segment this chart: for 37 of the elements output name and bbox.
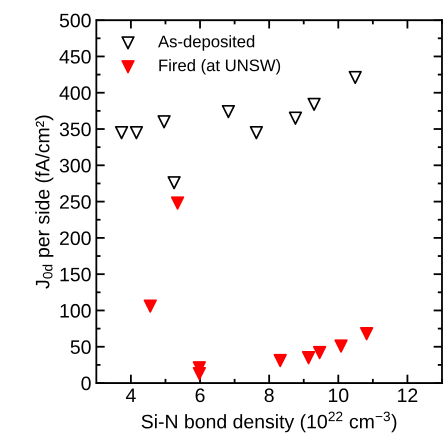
y-tick-label: 500 xyxy=(60,14,91,28)
point xyxy=(360,327,374,340)
x-tick-label: 10 xyxy=(328,388,348,402)
point xyxy=(222,104,236,118)
point xyxy=(250,126,264,140)
point xyxy=(192,366,206,380)
point xyxy=(334,339,348,353)
y-tick-label: 50 xyxy=(70,340,91,354)
y-tick-label: 200 xyxy=(60,231,91,246)
y-axis-title: J$_{0d}$ per side (fA/cm²) xyxy=(35,116,54,289)
x-tick-label: 4 xyxy=(126,388,136,402)
point xyxy=(288,111,302,125)
legend-label: Fired (at UNSW) xyxy=(159,59,280,75)
point xyxy=(348,70,362,84)
y-tick-label: 350 xyxy=(60,122,91,136)
point xyxy=(130,126,144,140)
y-tick-label: 0 xyxy=(81,376,91,390)
y-tick-label: 450 xyxy=(59,50,91,64)
point xyxy=(302,350,316,364)
point xyxy=(144,299,157,313)
x-axis-title: Si-N bond density (10$^{22}$ cm$^{−3}$) xyxy=(142,412,396,432)
y-tick-label: 300 xyxy=(60,158,91,173)
point xyxy=(307,98,321,111)
point xyxy=(312,346,326,360)
y-tick-label: 250 xyxy=(60,195,91,209)
y-tick-label: 150 xyxy=(60,268,91,282)
legend-label: As-deposited xyxy=(158,35,254,51)
x-tick-label: 12 xyxy=(398,388,418,402)
point xyxy=(167,176,181,190)
y-tick-label: 400 xyxy=(59,86,91,100)
y-tick-label: 100 xyxy=(60,304,91,318)
point xyxy=(170,196,184,210)
x-tick-label: 8 xyxy=(264,388,274,402)
point xyxy=(114,126,128,140)
point xyxy=(157,115,171,128)
point xyxy=(274,354,287,368)
x-tick-label: 6 xyxy=(196,388,205,402)
